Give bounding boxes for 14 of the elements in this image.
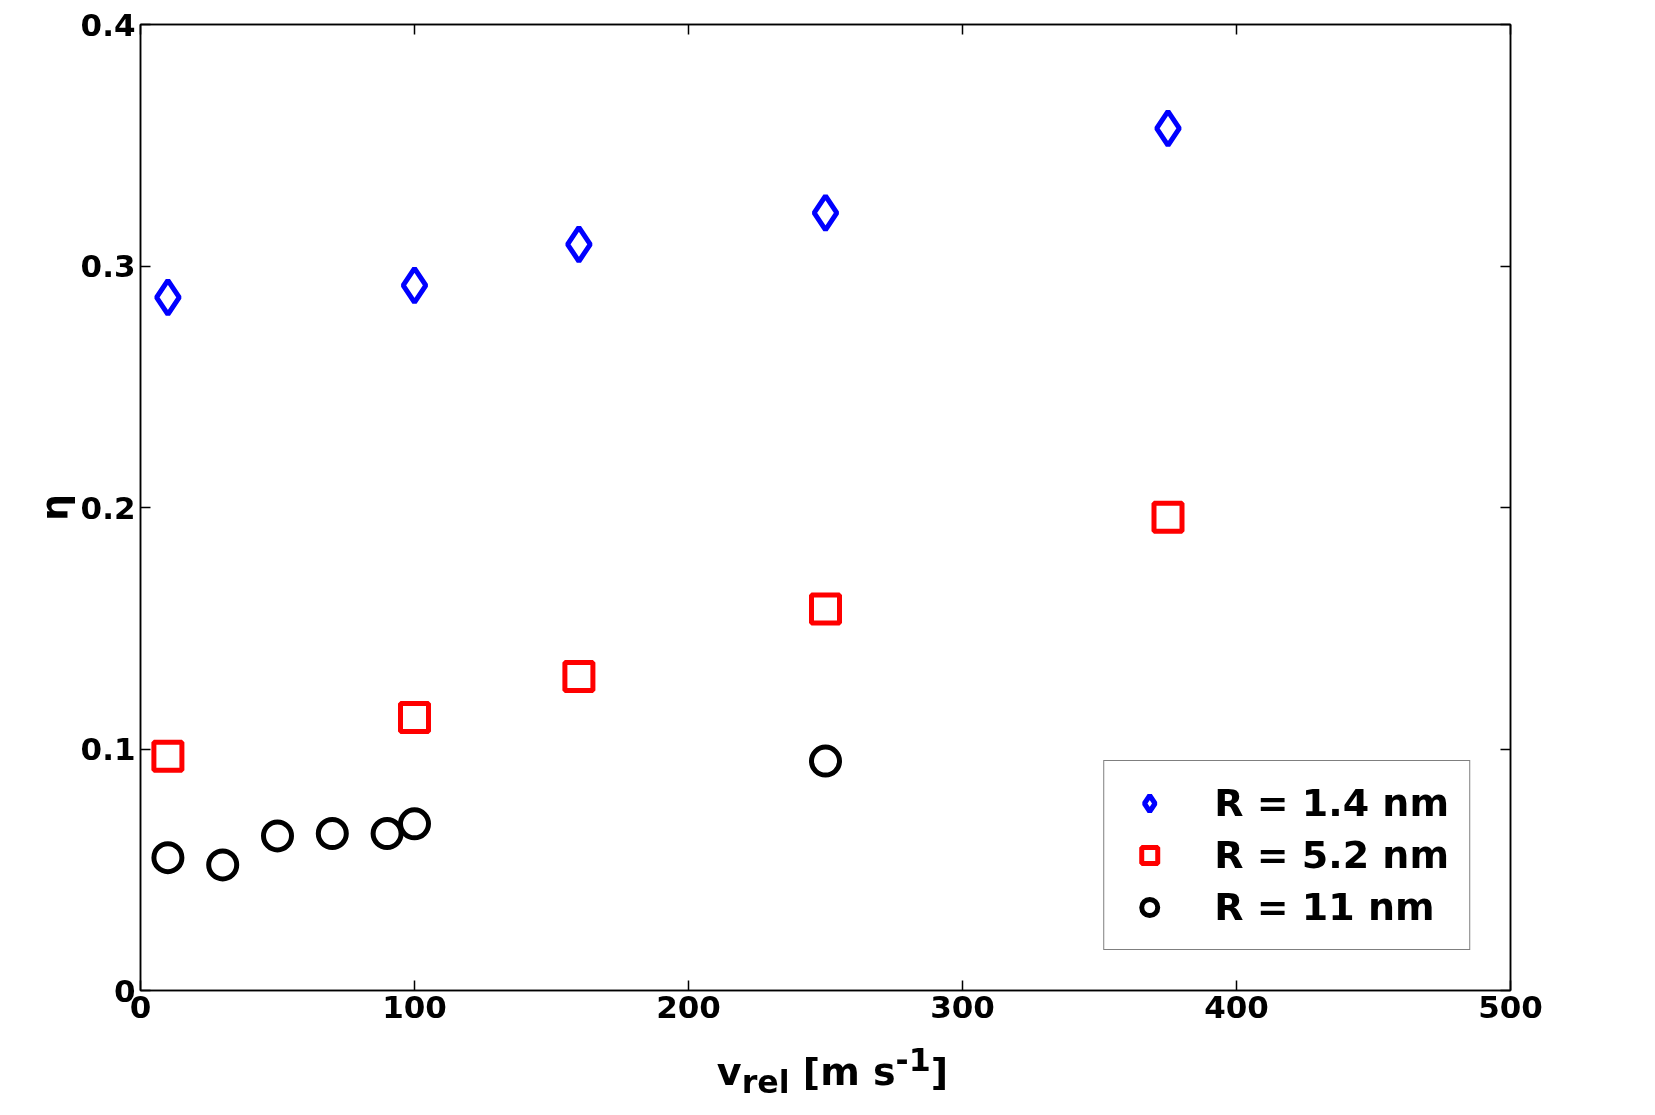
y-tick-label: 0.1 — [80, 731, 136, 767]
x-tick-label: 300 — [930, 988, 995, 1025]
legend-label: R = 5.2 nm — [1214, 833, 1449, 877]
x-tick-label: 100 — [382, 988, 447, 1025]
y-axis-title: η — [31, 493, 76, 522]
legend-label: R = 11 nm — [1214, 885, 1435, 929]
x-tick-label: 500 — [1478, 988, 1543, 1025]
x-tick-label: 200 — [656, 988, 721, 1025]
legend-label: R = 1.4 nm — [1214, 781, 1449, 825]
y-tick-label: 0.2 — [80, 489, 136, 526]
x-axis-title: v$_{rel}$ [m s$^{-1}$] — [716, 1042, 949, 1101]
x-tick-label: 400 — [1204, 988, 1269, 1025]
y-tick-label: 0.4 — [80, 6, 136, 43]
y-tick-label: 0.3 — [80, 248, 136, 284]
